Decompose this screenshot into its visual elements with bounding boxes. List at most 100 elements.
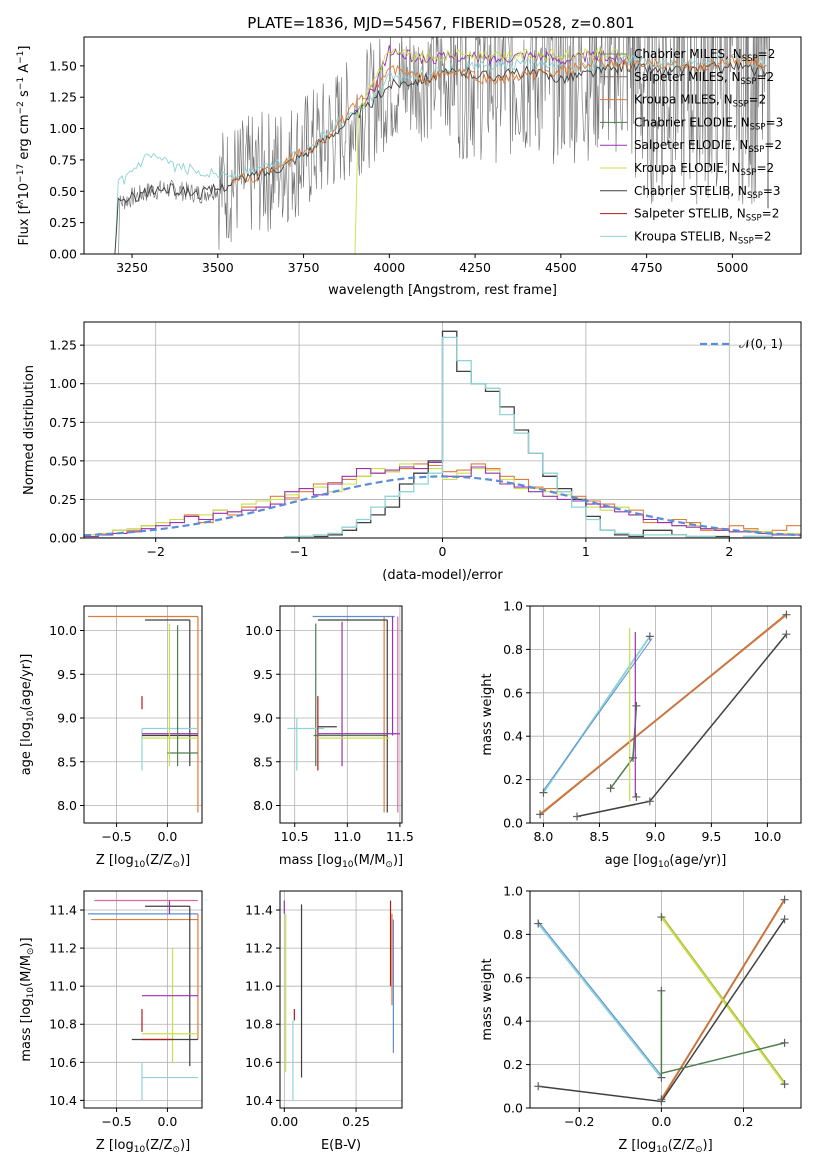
y-tick-label: 0.25 (49, 492, 77, 507)
legend-name: Chabrier STELIB, N (634, 184, 747, 198)
y-tick-label: 0.50 (49, 453, 77, 468)
plot-area-mass-weight-vs-Z (534, 895, 789, 1106)
plus-marker (657, 913, 666, 922)
x-tick-label: 9.5 (701, 829, 721, 844)
plus-marker (657, 1073, 666, 1082)
label-part: Flux [f (17, 204, 32, 245)
panel-mass-weight-vs-age: 8.0 8.5 9.0 9.5 10.0 0.0 0.2 0.4 0.6 0.8 1.0 age [l… (480, 599, 802, 870)
legend-entry: Salpeter MILES, NSSP=2 (634, 70, 774, 87)
x-axis-label: wavelength [Angstrom, rest frame] (328, 283, 557, 298)
x-tick-label: 4000 (373, 260, 405, 275)
plot-area-mass-vs-ebv (283, 900, 394, 1101)
weight-series (660, 914, 786, 1083)
legend-tail: =3 (766, 115, 784, 129)
axes-frame (83, 890, 203, 1109)
x-tick-label: −0.2 (564, 1114, 594, 1129)
label-part: (Z/Z (145, 1138, 172, 1153)
y-tick-label: 8.0 (253, 798, 273, 813)
x-axis-label: age [log10(age/yr)] (605, 853, 727, 870)
legend-tail: =2 (764, 138, 782, 152)
label-part: ⊙ (385, 860, 393, 870)
plot-area-age-vs-mass (287, 615, 400, 813)
plus-marker (632, 792, 641, 801)
y-tick-label: 1.00 (49, 376, 77, 391)
y-tick-label: 0.00 (49, 247, 77, 262)
weight-series (537, 921, 662, 1076)
x-axis-label: Z [log10(Z/Z⊙)] (96, 853, 190, 870)
weight-series (542, 638, 653, 791)
legend-sub: SSP (746, 214, 762, 224)
label-part: s (17, 90, 32, 101)
y-tick-label: 0.00 (49, 531, 77, 546)
label-part: (M/M (19, 955, 34, 987)
y-tick-label: 1.50 (49, 58, 77, 73)
observed-spectrum (114, 37, 771, 254)
x-tick-label: 10.0 (753, 829, 781, 844)
x-tick-label: −0.5 (101, 1114, 131, 1129)
axes-frame (83, 36, 802, 255)
x-tick-label: 4250 (459, 260, 491, 275)
y-tick-label: 0.8 (503, 642, 523, 657)
x-tick-label: 11.0 (333, 829, 361, 844)
y-axis-label: mass [log10(M/M⊙)] (19, 937, 36, 1061)
y-axis-label: mass weight (480, 958, 495, 1040)
weight-series (660, 916, 786, 1085)
legend-tail: =2 (756, 161, 774, 175)
legend-entry: Chabrier STELIB, NSSP=3 (634, 184, 781, 201)
axes-frame (529, 890, 802, 1109)
plus-marker (780, 915, 789, 924)
legend-entry: Chabrier ELODIE, NSSP=3 (634, 115, 783, 132)
plot-area-spectrum (114, 37, 771, 254)
legend-sub: SSP (741, 77, 757, 87)
y-tick-label: 11.0 (49, 979, 77, 994)
y-tick-label: 0.75 (49, 152, 77, 167)
label-part: Z [log (618, 1138, 656, 1153)
label-part: 10 (342, 860, 354, 870)
label-part: Z [log (96, 853, 134, 868)
label-part: (M/M (354, 853, 386, 868)
label-part: 10 (134, 1145, 146, 1155)
y-axis-label: Normed distribution (22, 365, 37, 495)
weight-series (539, 613, 787, 816)
panel-mass-vs-Z: −0.5 0.010.410.610.811.011.211.4Z [log10(… (19, 890, 203, 1155)
x-tick-label: 0.2 (734, 1114, 754, 1129)
plot-area-residuals (84, 330, 801, 538)
y-tick-label: 10.6 (245, 1055, 273, 1070)
x-tick-label: −1 (290, 544, 308, 559)
y-tick-label: 10.0 (245, 623, 273, 638)
y-tick-label: 0.2 (503, 1057, 523, 1072)
plus-marker (780, 1080, 789, 1089)
plus-marker (539, 788, 548, 797)
legend-tail: =2 (754, 229, 772, 243)
label-part: ] (17, 46, 32, 51)
label-part: (Z/Z (668, 1138, 695, 1153)
normal-curve (84, 475, 801, 537)
legend-entry: Kroupa MILES, NSSP=2 (634, 93, 766, 110)
panel-mass-vs-ebv: 0.00 0.25 10.4 10.6 10.8 11.0 11.2 11.4 E(B-V) (245, 890, 403, 1153)
legend-sub: SSP (741, 168, 757, 178)
label-part: (age/yr)] (19, 654, 34, 711)
legend-entry: Kroupa ELODIE, NSSP=2 (634, 161, 774, 178)
y-tick-label: 0.0 (503, 816, 523, 831)
plus-marker (782, 610, 791, 619)
x-tick-label: 8.5 (589, 829, 609, 844)
legend-name: Chabrier ELODIE, N (634, 115, 750, 129)
legend-tail: =2 (756, 70, 774, 84)
label-part: mass [log (279, 853, 342, 868)
legend-name: Salpeter ELODIE, N (634, 138, 748, 152)
y-tick-label: 8.5 (57, 754, 77, 769)
plus-marker (657, 986, 666, 995)
weight-series (660, 990, 785, 1075)
y-tick-label: 0.25 (49, 215, 77, 230)
x-tick-label: 11.5 (386, 829, 414, 844)
legend-sub: SSP (748, 145, 764, 155)
x-tick-label: 0.0 (651, 1114, 671, 1129)
label-part: ⊙ (26, 948, 36, 956)
label-part: −1 (16, 51, 26, 64)
label-part: 10 (134, 860, 146, 870)
x-tick-label: 10.5 (281, 829, 309, 844)
legend-name: Kroupa STELIB, N (634, 229, 738, 243)
x-tick-label: 0.0 (157, 1114, 177, 1129)
x-tick-label: 9.0 (645, 829, 665, 844)
